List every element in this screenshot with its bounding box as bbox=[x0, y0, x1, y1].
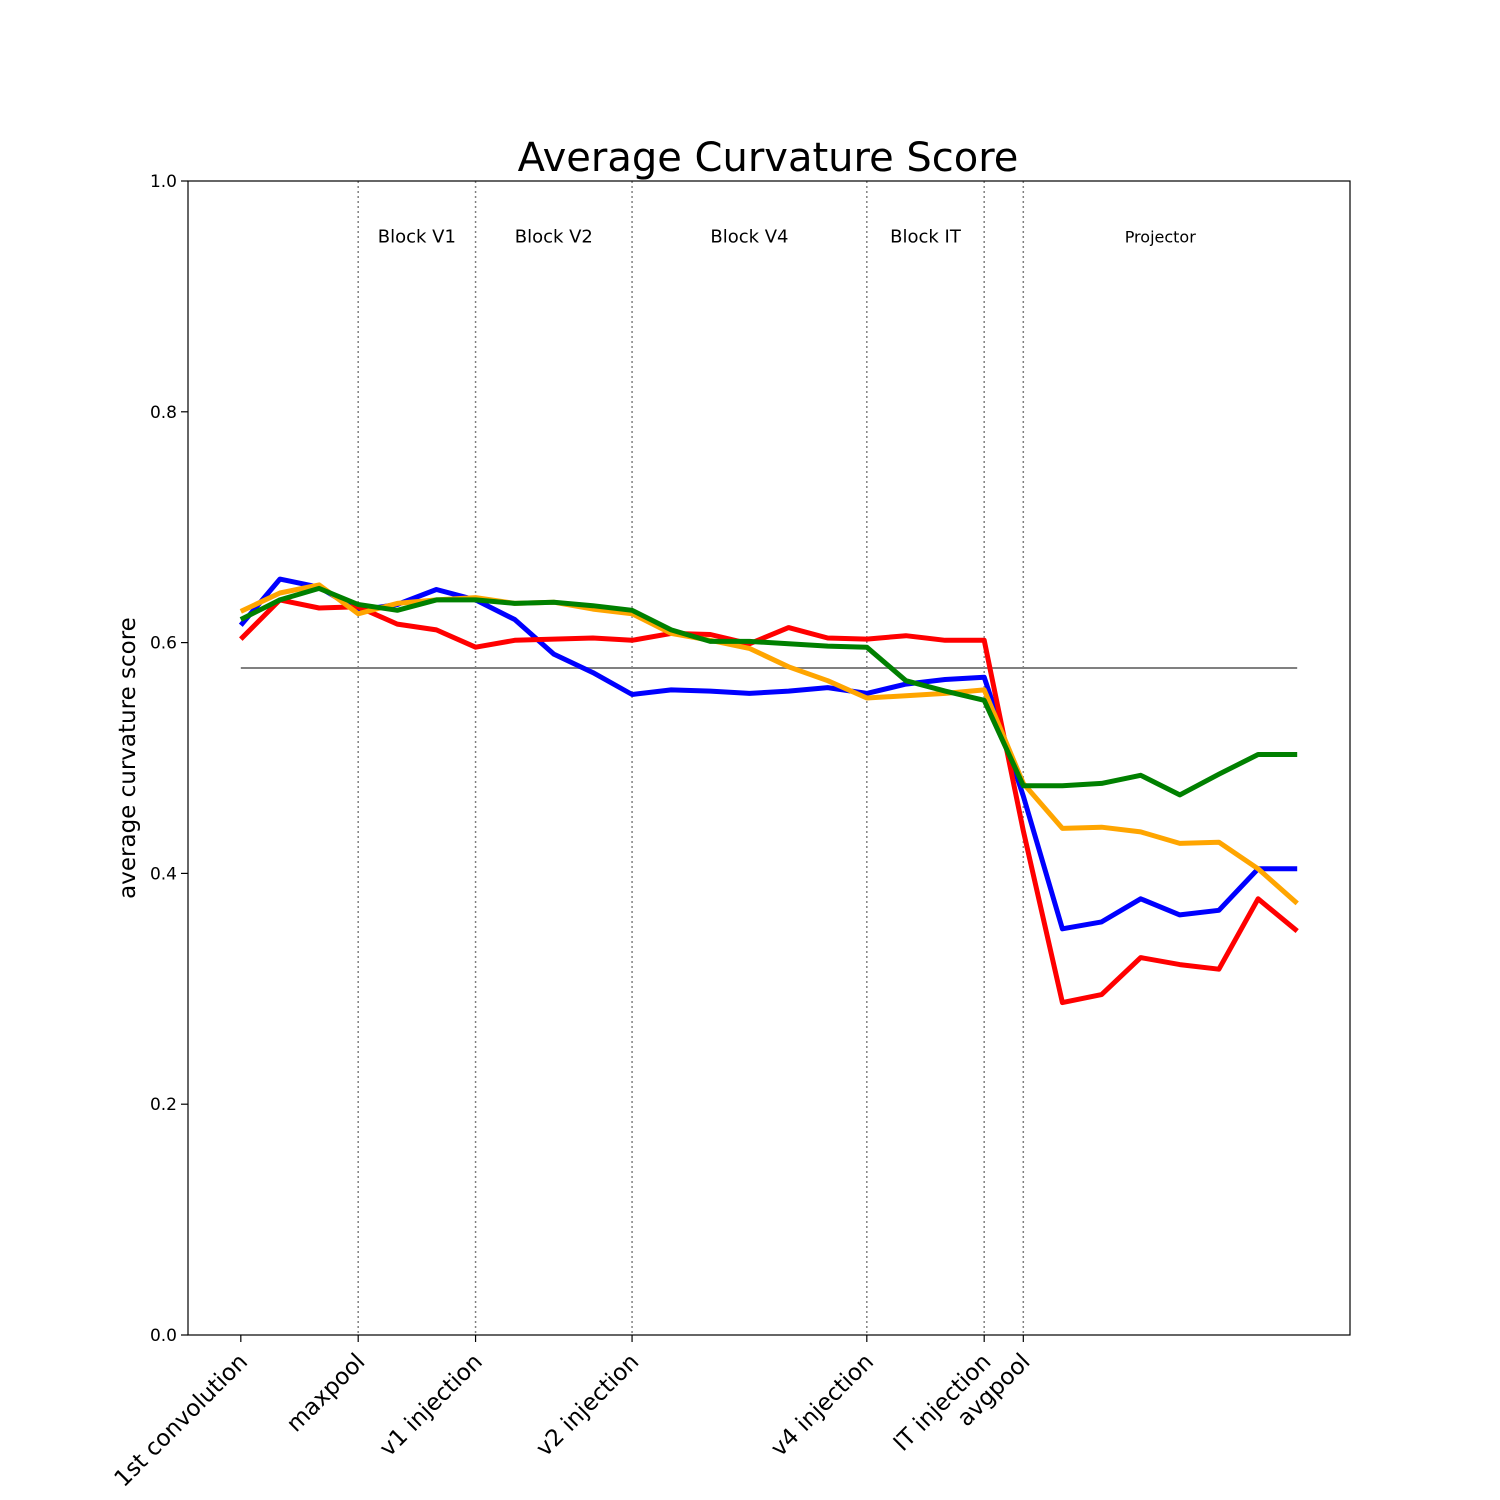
y-tick-label-2: 0.4 bbox=[150, 864, 177, 884]
x-tick-label-2: v1 injection bbox=[375, 1349, 488, 1462]
chart-title: Average Curvature Score bbox=[518, 135, 1019, 181]
x-tick-label-0: 1st convolution bbox=[110, 1349, 254, 1493]
section-label-0: Block V1 bbox=[378, 226, 456, 247]
section-label-1: Block V2 bbox=[515, 226, 593, 247]
section-label-3: Block IT bbox=[890, 226, 962, 247]
plot-area: Block V1 Block V2 Block V4 Block IT Projecto… bbox=[110, 172, 1351, 1493]
y-axis-label: average curvature score bbox=[115, 617, 141, 899]
series-line-3 bbox=[239, 585, 1298, 798]
y-tick-label-5: 1.0 bbox=[150, 172, 177, 192]
x-tick-label-4: v4 injection bbox=[766, 1349, 879, 1462]
x-tick-label-1: maxpool bbox=[282, 1349, 371, 1438]
y-tick-label-4: 0.8 bbox=[150, 403, 177, 423]
series-line-0 bbox=[238, 576, 1298, 932]
plot-frame bbox=[187, 180, 1351, 1336]
y-tick-label-1: 0.2 bbox=[150, 1095, 177, 1115]
y-tick-label-0: 0.0 bbox=[150, 1326, 177, 1346]
series-line-1 bbox=[239, 597, 1299, 1006]
section-label-2: Block V4 bbox=[710, 226, 788, 247]
series-line-2 bbox=[239, 582, 1299, 906]
section-label-4: Projector bbox=[1125, 227, 1197, 246]
y-tick-label-3: 0.6 bbox=[150, 634, 177, 654]
x-tick-label-3: v2 injection bbox=[531, 1349, 644, 1462]
